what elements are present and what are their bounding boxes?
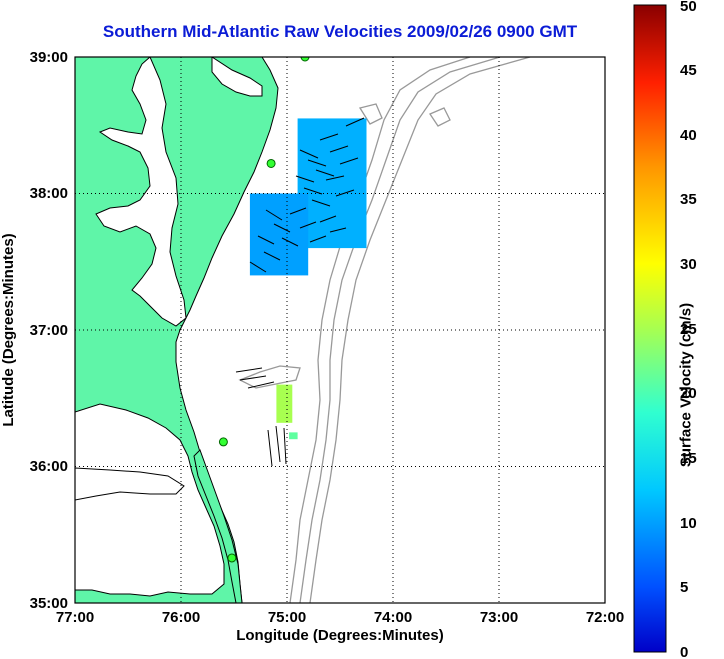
x-axis-label: Longitude (Degrees:Minutes) (236, 627, 444, 644)
y-tick-label: 36:00 (30, 458, 68, 475)
colorbar-tick-labels: 0 5 10 15 20 25 30 35 40 45 50 (680, 0, 697, 659)
delaware-bay (211, 57, 263, 97)
colorbar-tick-label: 10 (680, 515, 697, 532)
chesapeake-bay (95, 57, 187, 327)
albemarle-sound (75, 467, 185, 501)
x-tick-label: 76:00 (162, 609, 200, 626)
velocity-vector (319, 117, 365, 197)
velocity-vectors (235, 117, 365, 467)
radar-station-marker (266, 158, 276, 168)
radar-station-marker (218, 437, 228, 447)
velocity-patch (276, 384, 293, 423)
colorbar-tick-label: 15 (680, 450, 697, 467)
x-tick-label: 74:00 (374, 609, 412, 626)
x-tick-label: 77:00 (56, 609, 94, 626)
velocity-patch (297, 118, 367, 249)
velocity-patches (249, 118, 367, 440)
outer-banks (193, 449, 243, 603)
grid-lines (75, 57, 605, 603)
colorbar (633, 4, 667, 653)
y-tick-label: 35:00 (30, 595, 68, 612)
colorbar-tick-label: 25 (680, 321, 697, 338)
bathymetry-contours (238, 57, 531, 603)
colorbar-label: Surface Velocity (cm/s) (677, 302, 695, 468)
y-tick-label: 39:00 (30, 49, 68, 66)
y-tick-label: 37:00 (30, 322, 68, 339)
x-tick-label: 72:00 (586, 609, 624, 626)
pamlico-sound (75, 403, 225, 597)
colorbar-tick-label: 5 (680, 579, 688, 596)
map-title: Southern Mid-Atlantic Raw Velocities 200… (102, 22, 578, 41)
y-tick-label: 38:00 (30, 185, 68, 202)
velocity-vector (267, 425, 287, 467)
velocity-vector (249, 209, 299, 273)
colorbar-tick-label: 30 (680, 256, 697, 273)
radar-station-marker (227, 553, 237, 563)
y-tick-labels: 39:00 38:00 37:00 36:00 35:00 (30, 49, 68, 612)
colorbar-tick-label: 50 (680, 0, 697, 15)
radar-stations (218, 57, 310, 563)
colorbar-tick-label: 20 (680, 385, 697, 402)
colorbar-tick-label: 0 (680, 644, 688, 659)
velocity-vector (235, 367, 275, 389)
velocity-vector (289, 207, 347, 243)
colorbar-tick-label: 40 (680, 127, 697, 144)
colorbar-tick-label: 45 (680, 62, 697, 79)
colorbar-tick-label: 35 (680, 191, 697, 208)
velocity-patch (249, 193, 309, 276)
x-tick-label: 75:00 (268, 609, 306, 626)
plot-frame (74, 56, 606, 604)
radar-station-marker (300, 57, 310, 62)
y-axis-label: Latitude (Degrees:Minutes) (0, 233, 17, 426)
velocity-patch (289, 432, 298, 440)
x-tick-labels: 77:00 76:00 75:00 74:00 73:00 72:00 (56, 609, 624, 626)
velocity-vector (295, 149, 335, 207)
x-tick-label: 73:00 (480, 609, 518, 626)
